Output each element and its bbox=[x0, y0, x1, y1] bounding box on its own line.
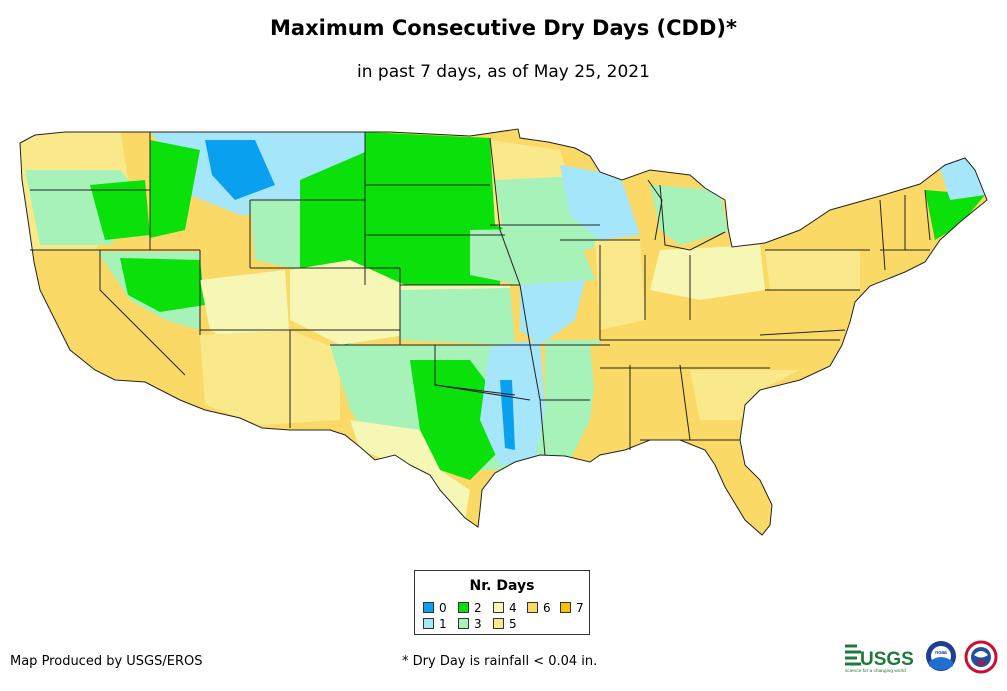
nws-logo-icon bbox=[964, 640, 998, 674]
legend-item-7: 7 bbox=[560, 602, 584, 616]
boundary-michigan bbox=[659, 184, 726, 251]
region-2-idaho bbox=[150, 140, 200, 238]
state-boundaries bbox=[19, 128, 988, 536]
region-1-missouri bbox=[520, 280, 585, 345]
region-4-ohio-valley bbox=[650, 245, 765, 300]
region-0-montana bbox=[205, 140, 275, 200]
legend-swatch-6 bbox=[527, 602, 538, 613]
legend-swatch-3 bbox=[458, 618, 469, 629]
region-5-illinois bbox=[595, 240, 645, 330]
legend-label-4: 4 bbox=[509, 601, 517, 615]
legend-title: Nr. Days bbox=[469, 578, 535, 594]
legend-label-6: 6 bbox=[543, 601, 551, 615]
region-5-arizona-nm bbox=[200, 330, 340, 425]
boundary-lake-michigan bbox=[647, 179, 663, 241]
boundary-ca-nv bbox=[99, 250, 186, 376]
boundary-al-ga bbox=[679, 364, 691, 441]
legend-item-5: 5 bbox=[493, 618, 517, 632]
usgs-logo-icon: USGS science for a changing world bbox=[845, 644, 914, 674]
map-title: Maximum Consecutive Dry Days (CDD)* bbox=[270, 16, 737, 40]
region-5-pennsylvania bbox=[765, 250, 860, 290]
legend-label-2: 2 bbox=[474, 601, 482, 615]
map-subtitle: in past 7 days, as of May 25, 2021 bbox=[357, 62, 650, 82]
boundary-maine bbox=[924, 189, 931, 241]
legend-label-5: 5 bbox=[509, 617, 517, 631]
noaa-logo-icon: noaa bbox=[926, 641, 956, 671]
legend-item-1: 1 bbox=[423, 618, 447, 632]
region-2-nevada-utah bbox=[120, 258, 205, 312]
us-outline bbox=[19, 128, 988, 536]
us-dry-days-map bbox=[19, 128, 988, 536]
legend-item-2: 2 bbox=[458, 602, 482, 616]
legend-swatch-1 bbox=[423, 618, 434, 629]
dry-day-footnote: * Dry Day is rainfall < 0.04 in. bbox=[402, 654, 598, 669]
boundary-ok-tx bbox=[434, 384, 531, 401]
legend-swatch-0 bbox=[423, 602, 434, 613]
region-5-georgia-carolina bbox=[690, 370, 800, 420]
legend-item-3: 3 bbox=[458, 618, 482, 632]
legend-label-7: 7 bbox=[576, 601, 584, 615]
region-1-minnesota bbox=[560, 165, 640, 240]
agency-logos: USGS science for a changing world noaa bbox=[845, 640, 998, 674]
legend-swatch-7 bbox=[560, 602, 571, 613]
map-credit: Map Produced by USGS/EROS bbox=[10, 654, 203, 669]
boundary-mississippi bbox=[489, 137, 546, 456]
legend-swatch-4 bbox=[493, 602, 504, 613]
legend-label-3: 3 bbox=[474, 617, 482, 631]
legend-swatch-5 bbox=[493, 618, 504, 629]
legend-swatch-2 bbox=[458, 602, 469, 613]
region-3-iowa bbox=[470, 228, 595, 285]
legend: Nr. Days 0 1 2 3 4 5 6 7 bbox=[414, 570, 590, 635]
usgs-logo-text: USGS bbox=[860, 649, 914, 670]
boundary-nm-tx bbox=[330, 344, 516, 396]
map-data-regions bbox=[20, 129, 987, 535]
legend-label-1: 1 bbox=[439, 617, 447, 631]
region-2-washington bbox=[90, 180, 150, 240]
legend-item-6: 6 bbox=[527, 602, 551, 616]
region-4-michigan bbox=[650, 185, 728, 245]
legend-item-0: 0 bbox=[423, 602, 447, 616]
boundary-new-england bbox=[879, 199, 886, 271]
boundary-va-nc bbox=[759, 329, 846, 336]
region-2-maine bbox=[925, 190, 985, 240]
legend-label-0: 0 bbox=[439, 601, 447, 615]
legend-item-4: 4 bbox=[493, 602, 517, 616]
region-3-kansas bbox=[400, 288, 515, 345]
usgs-logo-tagline: science for a changing world bbox=[845, 668, 906, 674]
noaa-logo-text: noaa bbox=[935, 650, 947, 656]
